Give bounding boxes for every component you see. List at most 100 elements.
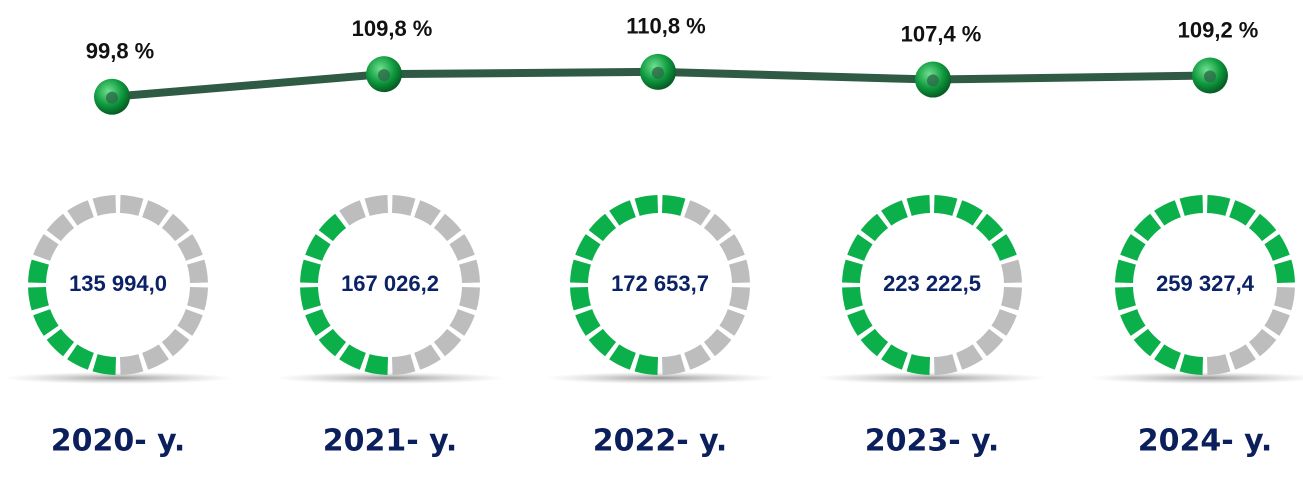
- gauge-segment: [449, 309, 475, 336]
- percent-label: 107,4 %: [901, 21, 982, 46]
- gauge-segment: [67, 200, 94, 226]
- gauge-segment: [719, 309, 745, 336]
- gauge-segment: [1120, 309, 1146, 336]
- gauge-segment: [459, 287, 480, 311]
- gauge-segment: [860, 213, 889, 242]
- gauge-segment: [842, 287, 863, 311]
- gauge-value: 167 026,2: [341, 271, 439, 296]
- gauge-segment: [934, 354, 958, 375]
- gauge-segment: [187, 287, 208, 311]
- gauge-segment: [46, 328, 75, 357]
- percent-label: 109,2 %: [1178, 17, 1259, 42]
- gauge-segment: [392, 195, 416, 216]
- gauge-segment: [1179, 195, 1203, 216]
- gauge-value: 223 222,5: [883, 271, 981, 296]
- gauge-ring: [300, 195, 480, 375]
- gauge-segment: [609, 200, 636, 226]
- gauge-segment: [684, 344, 711, 370]
- gauge-segment: [305, 309, 331, 336]
- gauge-segment: [956, 344, 983, 370]
- gauge-segment: [570, 259, 591, 283]
- gauge-segment: [449, 234, 475, 261]
- gauge-segment: [703, 328, 732, 357]
- gauge-segment: [1115, 259, 1136, 283]
- gauge-segment: [177, 309, 203, 336]
- ring-shadow: [275, 372, 505, 384]
- gauge-segment: [433, 213, 462, 242]
- year-label: 2020- y.: [51, 424, 186, 459]
- gauge-segment: [1207, 354, 1231, 375]
- gauge-segment: [662, 354, 686, 375]
- gauge-segment: [1264, 234, 1290, 261]
- gauge-value: 259 327,4: [1156, 271, 1255, 296]
- gauge-segment: [1274, 259, 1295, 283]
- ring-shadow: [3, 372, 233, 384]
- gauge-segment: [1248, 213, 1277, 242]
- gauge-segment: [92, 195, 116, 216]
- point-center: [106, 91, 118, 104]
- gauge-segment: [459, 259, 480, 283]
- gauge-segment: [1179, 354, 1203, 375]
- gauge-segment: [881, 200, 908, 226]
- point-center: [927, 74, 939, 87]
- gauge-segment: [187, 259, 208, 283]
- gauge-segment: [414, 200, 441, 226]
- gauge-value: 172 653,7: [611, 271, 709, 296]
- gauge-segment: [300, 287, 321, 311]
- gauge-segment: [719, 234, 745, 261]
- ring-shadow: [1090, 372, 1303, 384]
- gauge-segment: [339, 200, 366, 226]
- gauge-segment: [1264, 309, 1290, 336]
- gauge-segment: [28, 287, 49, 311]
- gauge-segment: [120, 354, 144, 375]
- gauge-segment: [570, 287, 591, 311]
- year-label: 2021- y.: [323, 424, 458, 459]
- gauge-segment: [906, 195, 930, 216]
- gauge-segment: [588, 328, 617, 357]
- gauge-ring: [570, 195, 750, 375]
- gauge-segment: [1001, 259, 1022, 283]
- gauge-segment: [634, 195, 658, 216]
- gauge-ring: [1115, 195, 1295, 375]
- gauge-segment: [634, 354, 658, 375]
- gauge-segment: [1229, 200, 1256, 226]
- percent-label: 109,8 %: [352, 16, 433, 41]
- gauge-segment: [339, 344, 366, 370]
- gauge-segment: [1154, 200, 1181, 226]
- gauge-segment: [161, 328, 190, 357]
- gauge-segment: [1001, 287, 1022, 311]
- gauge-segment: [975, 328, 1004, 357]
- gauge-segment: [1207, 195, 1231, 216]
- gauge-segment: [364, 195, 388, 216]
- gauge-segment: [881, 344, 908, 370]
- gauge-segment: [860, 328, 889, 357]
- gauge-segment: [33, 234, 59, 261]
- gauge-segment: [28, 259, 49, 283]
- gauge-segment: [177, 234, 203, 261]
- gauge-segment: [161, 213, 190, 242]
- gauge-segment: [1248, 328, 1277, 357]
- gauge-segment: [956, 200, 983, 226]
- gauge-segment: [392, 354, 416, 375]
- gauge-segment: [414, 344, 441, 370]
- gauge-segment: [67, 344, 94, 370]
- gauge-segment: [46, 213, 75, 242]
- gauge-segment: [92, 354, 116, 375]
- gauge-segment: [318, 213, 347, 242]
- gauge-segment: [1120, 234, 1146, 261]
- gauge-segment: [305, 234, 331, 261]
- gauge-segment: [847, 234, 873, 261]
- gauge-segment: [906, 354, 930, 375]
- gauge-segment: [703, 213, 732, 242]
- gauge-segment: [1154, 344, 1181, 370]
- gauge-segment: [934, 195, 958, 216]
- gauge-segment: [729, 259, 750, 283]
- gauge-segment: [575, 309, 601, 336]
- point-center: [378, 69, 390, 82]
- year-label: 2022- y.: [593, 424, 728, 459]
- gauge-segment: [1133, 328, 1162, 357]
- gauge-segment: [991, 309, 1017, 336]
- gauge-segment: [588, 213, 617, 242]
- gauge-segment: [975, 213, 1004, 242]
